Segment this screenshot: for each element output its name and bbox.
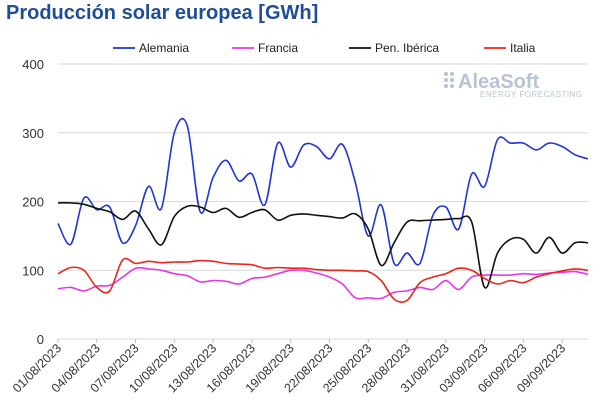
aleasoft-logo: AleaSoft ENERGY FORECASTING [444, 71, 583, 99]
y-tick-label: 100 [22, 263, 44, 278]
y-tick-label: 300 [22, 126, 44, 141]
y-tick-label: 200 [22, 195, 44, 210]
y-tick-label: 0 [37, 332, 44, 347]
logo-tagline: ENERGY FORECASTING [480, 90, 583, 99]
logo-dots-icon [444, 72, 454, 88]
legend-label: Italia [510, 41, 536, 55]
grid-lines [58, 63, 588, 340]
series-line-0 [57, 117, 589, 267]
x-axis-ticks: 01/08/202304/08/202307/08/202310/08/2023… [10, 339, 568, 395]
series-line-1 [57, 266, 589, 300]
legend-label: Alemania [139, 41, 189, 55]
chart-title: Producción solar europea [GWh] [6, 2, 319, 24]
logo-name: AleaSoft [458, 71, 539, 93]
legend-label: Francia [258, 41, 298, 55]
series-line-2 [57, 201, 589, 289]
series-line-3 [57, 257, 589, 303]
legend: Alemania Francia Pen. Ibérica Italia [113, 41, 536, 55]
y-tick-label: 400 [22, 57, 44, 72]
y-axis-ticks: 0 100 200 300 400 [22, 57, 44, 347]
legend-label: Pen. Ibérica [375, 41, 439, 55]
series-lines [57, 117, 589, 303]
